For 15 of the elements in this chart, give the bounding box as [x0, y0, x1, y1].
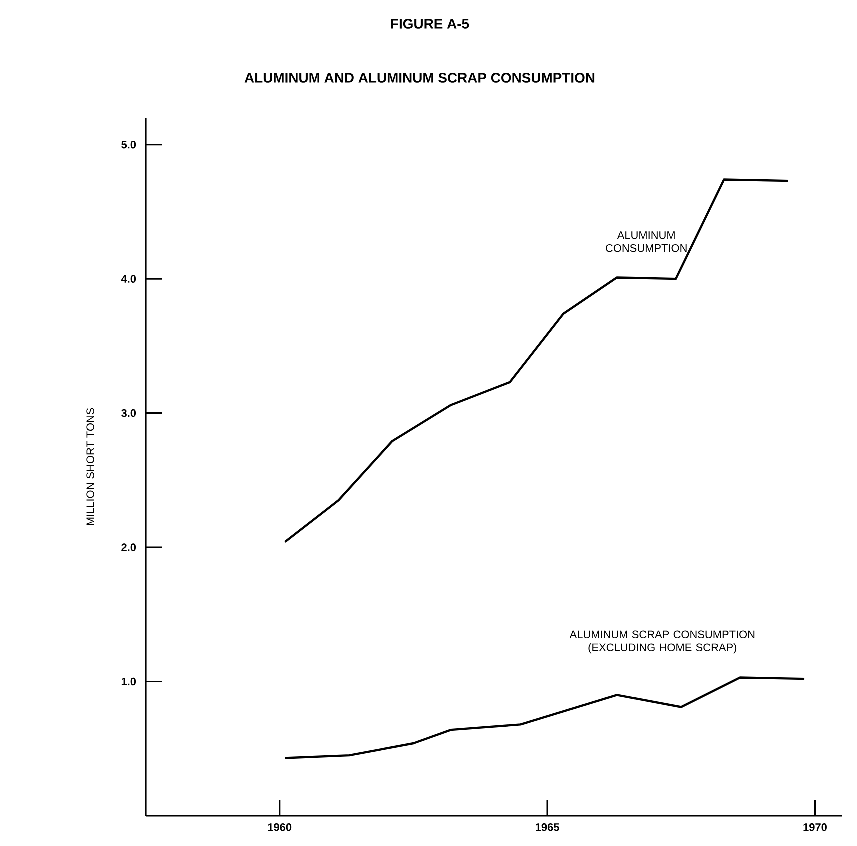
line-series — [284, 178, 790, 544]
chart-title: FIGURE A-5 — [391, 19, 470, 29]
y-tick-label: 2.0 — [122, 544, 136, 552]
series-label: ALUMINUM CONSUMPTION — [606, 232, 687, 252]
y-tick-label: 4.0 — [121, 275, 136, 283]
line-series — [284, 676, 806, 760]
x-tick-label: 1965 — [536, 824, 560, 832]
x-tick-label: 1960 — [268, 824, 292, 832]
y-tick-label: 5.0 — [122, 140, 136, 149]
x-tick-label: 1970 — [804, 824, 827, 832]
chart-subtitle: ALUMINUM AND ALUMINUM SCRAP CONSUMPTION — [244, 73, 595, 83]
text: ALUMINUM SCRAP CONSUMPTION (EXCLUDING HOME SCRAP) — [570, 630, 755, 654]
y-tick-label: 3.0 — [122, 409, 136, 418]
y-axis-title: MILLION SHORT TONS — [86, 408, 94, 526]
y-tick-label: 1.0 — [122, 678, 136, 686]
